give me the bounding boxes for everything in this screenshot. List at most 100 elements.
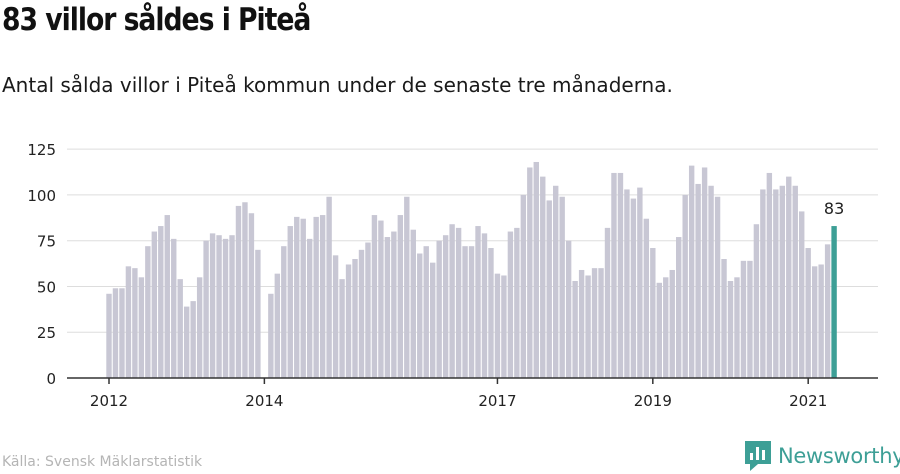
bar-highlight (831, 226, 837, 378)
bar (352, 259, 358, 378)
bar (384, 237, 391, 378)
bar (514, 227, 520, 378)
bar (488, 248, 494, 378)
brand-logo[interactable]: Newsworthy (744, 440, 900, 472)
bar (818, 264, 824, 378)
bar (799, 211, 805, 378)
bar (319, 215, 326, 378)
bar (281, 246, 287, 378)
bar (669, 269, 675, 378)
brand-name: Newsworthy (778, 444, 900, 468)
bar (196, 277, 203, 378)
y-tick-label: 25 (37, 324, 56, 342)
bar (714, 196, 721, 378)
bar-chart: 0 25 50 75 100 125 83 2012 2014 2017 2019 2021 (27, 141, 878, 410)
bar (520, 194, 527, 378)
x-tick-label: 2012 (90, 392, 128, 410)
x-tick-label: 2017 (478, 392, 516, 410)
bar (248, 213, 255, 378)
bar (171, 238, 177, 378)
bar (255, 249, 261, 378)
bar (481, 233, 488, 378)
bar (358, 249, 365, 378)
bar (688, 165, 695, 378)
bar (630, 198, 637, 378)
bar (449, 224, 455, 378)
bar (313, 216, 319, 378)
bar (397, 215, 404, 378)
bar (708, 185, 714, 378)
x-tick-label: 2014 (245, 392, 283, 410)
bar (792, 185, 798, 378)
bar (164, 215, 170, 378)
bar (222, 238, 229, 378)
bar (391, 231, 397, 378)
bar (229, 235, 235, 378)
bar (306, 238, 313, 378)
bar (106, 293, 112, 378)
bar (468, 246, 475, 378)
bar (598, 268, 604, 378)
bar (216, 235, 222, 378)
bar (442, 235, 449, 378)
bar (773, 189, 779, 378)
bar (294, 216, 300, 378)
chart-subtitle: Antal sålda villor i Piteå kommun under … (2, 73, 673, 97)
bar (417, 253, 423, 378)
bar (436, 240, 442, 378)
bar (753, 224, 760, 378)
bar (183, 306, 190, 378)
bar (591, 268, 598, 378)
bar (540, 176, 546, 378)
bar (177, 279, 183, 378)
bar (507, 231, 514, 378)
bar (475, 226, 481, 378)
bar (371, 215, 378, 378)
bar (339, 279, 345, 378)
y-tick-label: 100 (27, 187, 56, 205)
bar (721, 259, 727, 378)
bar (701, 167, 708, 378)
bar (624, 189, 630, 378)
bar (242, 202, 248, 378)
bar (656, 282, 662, 378)
bar (119, 288, 125, 378)
bar (533, 161, 539, 378)
y-tick-label: 125 (27, 141, 56, 159)
bar (378, 220, 384, 378)
bar (112, 288, 119, 378)
bar (125, 266, 132, 378)
bar (604, 227, 611, 378)
bar (274, 273, 281, 378)
x-tick-label: 2019 (634, 392, 672, 410)
bar (332, 255, 339, 378)
bar (151, 231, 158, 378)
bar (268, 293, 274, 378)
bar (455, 227, 462, 378)
bar (740, 260, 747, 378)
bar (578, 269, 585, 378)
bar (326, 196, 332, 378)
bar (611, 172, 617, 378)
bar (643, 218, 650, 378)
bar (365, 242, 371, 378)
bar (766, 172, 773, 378)
chart-title: 83 villor såldes i Piteå (2, 2, 311, 38)
bar (565, 240, 572, 378)
bar (494, 273, 501, 378)
bar (747, 260, 753, 378)
y-tick-label: 50 (37, 278, 56, 296)
bar (650, 248, 656, 378)
bar (734, 277, 740, 378)
bar (572, 280, 578, 378)
bar (404, 196, 410, 378)
bar (585, 275, 591, 378)
x-tick-label: 2021 (789, 392, 827, 410)
bar (676, 237, 682, 378)
bar (786, 176, 792, 378)
bar (663, 277, 669, 378)
bar (145, 246, 151, 378)
y-tick-label: 75 (37, 233, 56, 251)
bar (617, 172, 624, 378)
bar (779, 185, 785, 378)
